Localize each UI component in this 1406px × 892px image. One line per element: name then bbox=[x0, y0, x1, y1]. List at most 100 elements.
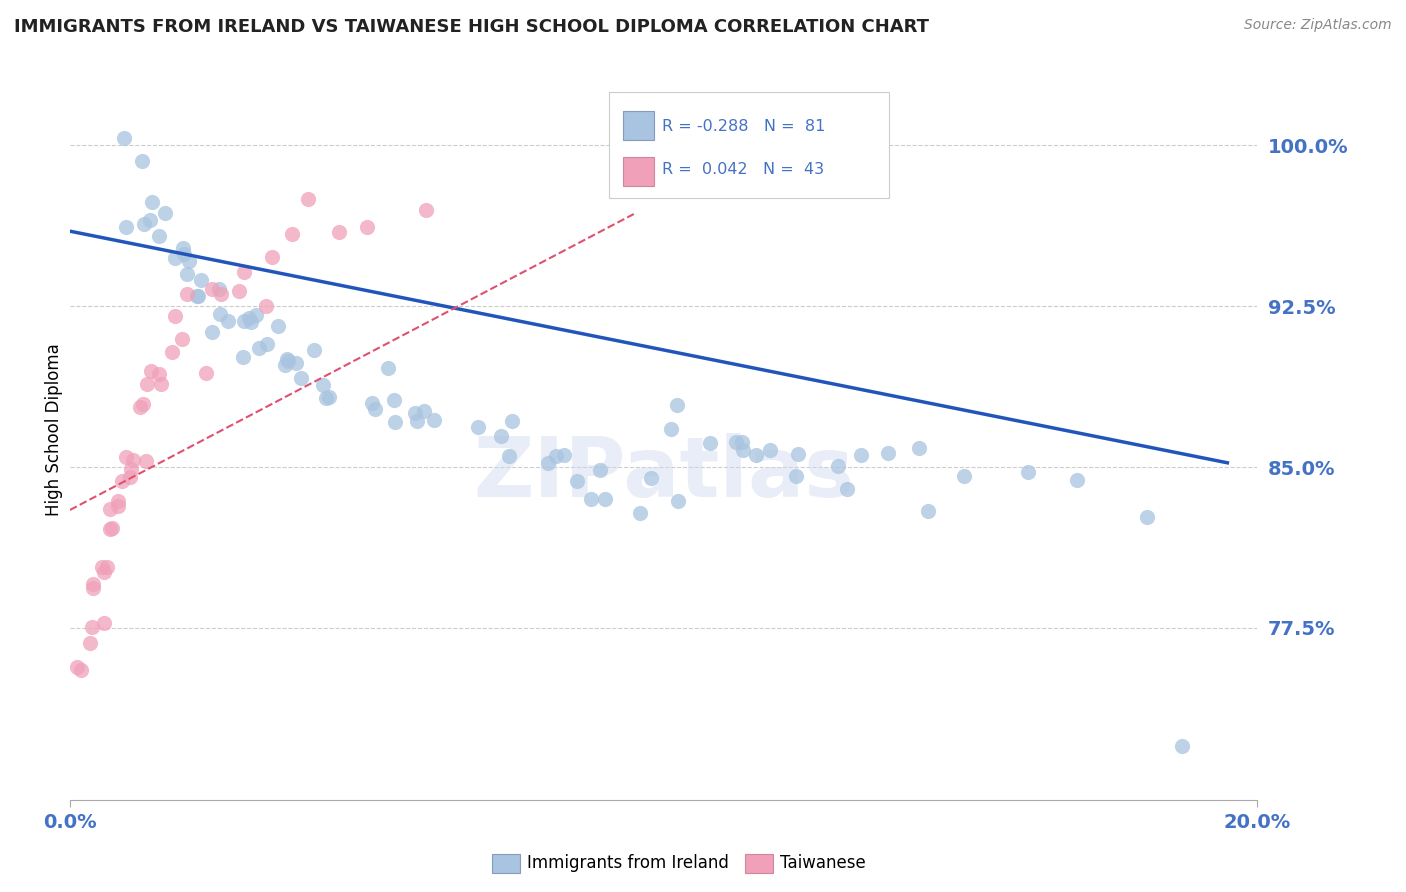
Point bbox=[786, 447, 808, 461]
Point bbox=[361, 396, 384, 410]
Point bbox=[107, 499, 129, 513]
Point bbox=[132, 397, 155, 411]
Point bbox=[172, 241, 194, 255]
Point bbox=[247, 341, 270, 355]
Point bbox=[406, 414, 429, 428]
Point bbox=[917, 504, 939, 518]
Text: R =  0.042   N =  43: R = 0.042 N = 43 bbox=[662, 162, 824, 178]
Point bbox=[165, 251, 187, 265]
Point bbox=[280, 227, 302, 242]
Point bbox=[589, 463, 612, 477]
Point bbox=[498, 449, 520, 463]
Point bbox=[82, 620, 104, 634]
Point bbox=[131, 154, 153, 169]
Y-axis label: High School Diploma: High School Diploma bbox=[45, 343, 63, 516]
Point bbox=[233, 265, 256, 279]
Point bbox=[201, 282, 224, 296]
Point bbox=[139, 213, 162, 227]
Point bbox=[579, 491, 602, 506]
Point bbox=[731, 442, 754, 457]
Point bbox=[90, 560, 112, 574]
Point bbox=[82, 577, 104, 591]
Point bbox=[318, 390, 340, 404]
Text: Immigrants from Ireland: Immigrants from Ireland bbox=[527, 855, 730, 872]
Point bbox=[665, 398, 688, 412]
Point bbox=[256, 337, 278, 351]
Point bbox=[1017, 465, 1039, 479]
Point bbox=[725, 434, 748, 449]
Point bbox=[415, 202, 437, 217]
Point bbox=[377, 361, 399, 376]
Point bbox=[70, 664, 93, 678]
Point bbox=[699, 436, 721, 450]
Point bbox=[877, 445, 900, 459]
Point bbox=[232, 350, 254, 364]
Point bbox=[536, 456, 558, 470]
Point bbox=[827, 459, 849, 474]
Point bbox=[467, 419, 489, 434]
Point bbox=[758, 443, 780, 458]
Point bbox=[567, 475, 589, 489]
Point bbox=[356, 220, 378, 235]
Point bbox=[115, 450, 138, 464]
Point bbox=[245, 308, 267, 322]
Point bbox=[107, 493, 129, 508]
Point bbox=[148, 229, 170, 244]
Point bbox=[153, 206, 176, 220]
Point bbox=[273, 358, 295, 372]
Point bbox=[163, 309, 186, 323]
Point bbox=[312, 378, 335, 392]
Point bbox=[290, 371, 312, 385]
Point bbox=[195, 366, 218, 380]
Point bbox=[489, 429, 512, 443]
Point bbox=[176, 287, 198, 301]
Point bbox=[501, 413, 523, 427]
Point bbox=[553, 448, 575, 462]
Text: Source: ZipAtlas.com: Source: ZipAtlas.com bbox=[1244, 18, 1392, 32]
Text: ZIPatlas: ZIPatlas bbox=[472, 434, 853, 515]
Point bbox=[179, 254, 201, 268]
Point bbox=[170, 332, 193, 346]
Point bbox=[238, 311, 260, 326]
Point bbox=[785, 469, 807, 483]
Point bbox=[96, 560, 118, 574]
Point bbox=[423, 413, 446, 427]
Point bbox=[120, 470, 142, 484]
Point bbox=[82, 582, 104, 596]
Point bbox=[93, 565, 115, 579]
Point bbox=[267, 318, 290, 333]
Point bbox=[315, 391, 337, 405]
Point bbox=[328, 225, 350, 239]
Point bbox=[173, 247, 195, 261]
Point bbox=[160, 345, 183, 359]
Point bbox=[141, 195, 163, 210]
Point bbox=[121, 453, 143, 467]
Point bbox=[239, 315, 262, 329]
Point bbox=[141, 363, 163, 377]
Point bbox=[1171, 739, 1194, 753]
Point bbox=[285, 356, 308, 370]
Point bbox=[176, 267, 198, 281]
Point bbox=[666, 493, 689, 508]
Point bbox=[112, 131, 135, 145]
Point bbox=[404, 406, 426, 420]
Point bbox=[363, 402, 385, 417]
Point bbox=[132, 217, 155, 231]
Point bbox=[190, 273, 212, 287]
Point bbox=[217, 314, 239, 328]
Point bbox=[277, 354, 299, 368]
Point bbox=[208, 307, 231, 321]
Point bbox=[276, 351, 298, 366]
Point bbox=[136, 377, 159, 392]
Point bbox=[260, 250, 283, 264]
Point bbox=[384, 415, 406, 429]
Point bbox=[93, 615, 115, 630]
Point bbox=[907, 442, 929, 456]
Point bbox=[745, 449, 768, 463]
Point bbox=[302, 343, 325, 358]
Point bbox=[111, 475, 134, 489]
Point bbox=[150, 377, 173, 392]
Point bbox=[412, 404, 434, 418]
Point bbox=[100, 521, 122, 535]
Point bbox=[953, 468, 976, 483]
